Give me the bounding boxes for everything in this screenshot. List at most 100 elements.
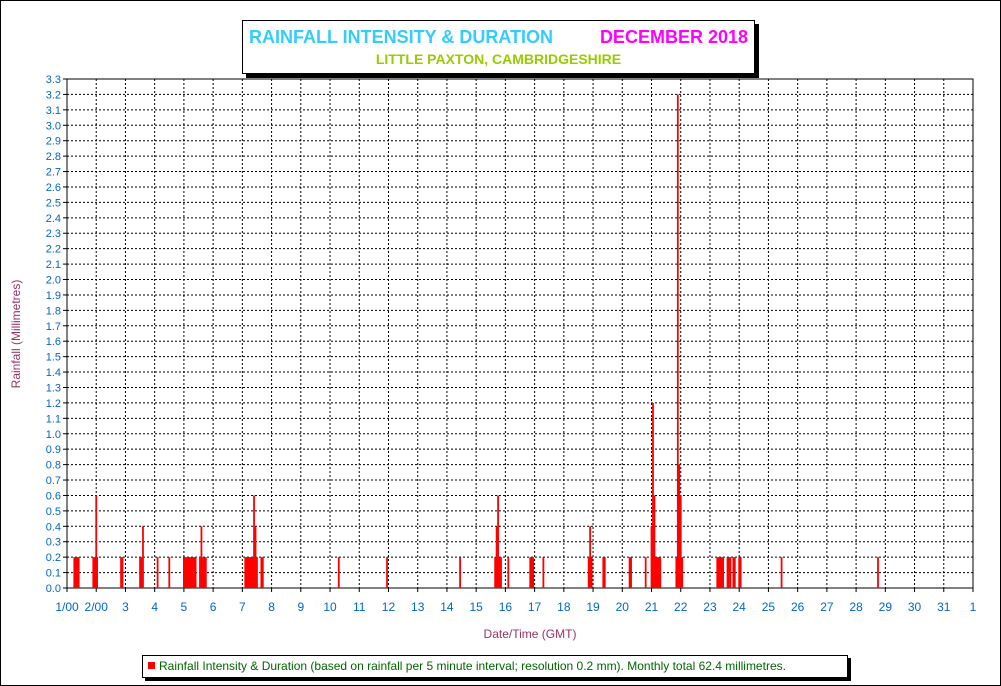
rain-bar [656,557,659,588]
chart-title-month: DECEMBER 2018 [599,27,748,47]
rain-bar [728,557,730,588]
y-tick-label: 1.9 [46,290,61,302]
y-tick-label: 1.6 [46,336,61,348]
legend-swatch [148,662,155,670]
rain-bar [542,557,545,588]
rain-bar [729,557,732,588]
rain-bar [530,557,533,588]
rain-bar [716,557,719,588]
y-tick-label: 0.0 [46,583,61,595]
rain-bar [185,557,188,588]
y-tick-label: 2.0 [46,275,61,287]
rain-bar [500,557,502,588]
rain-bar [498,557,501,588]
rain-bar [204,557,207,588]
y-tick-label: 1.2 [46,398,61,410]
y-tick-label: 1.3 [46,382,61,394]
rain-bar [260,557,263,588]
rain-bar [245,557,248,588]
rain-bar [497,495,499,588]
rain-bar [507,557,510,588]
x-tick-label: 16 [499,600,513,614]
y-tick-label: 0.8 [46,460,61,472]
x-tick-label: 25 [762,600,776,614]
x-tick-label: 29 [879,600,893,614]
rain-bar [739,557,742,588]
rain-bar [139,557,141,588]
rain-bar [156,557,159,588]
rain-bar [120,557,122,588]
y-axis-label: Rainfall (Millimetres) [9,280,23,389]
rain-bar [337,557,340,588]
rain-bar [602,557,605,588]
rain-bar [193,557,196,588]
rain-bar [251,557,254,588]
y-tick-label: 0.6 [46,490,61,502]
rain-bar [590,557,593,588]
rain-bar [187,557,190,588]
y-tick-label: 2.3 [46,228,61,240]
x-tick-label: 28 [849,600,863,614]
rain-bar [140,557,143,588]
y-tick-label: 2.5 [46,197,61,209]
y-tick-label: 1.4 [46,367,61,379]
rain-bar [650,526,653,588]
legend-label: Rainfall Intensity & Duration (based on … [159,659,786,673]
rain-bar [184,557,187,588]
rain-bar [386,557,388,588]
y-tick-label: 2.7 [46,167,61,179]
legend: Rainfall Intensity & Duration (based on … [142,655,848,678]
rain-bar [676,94,679,588]
x-tick-label: 23 [703,600,717,614]
y-tick-label: 1.1 [46,413,61,425]
x-tick-label: 3 [122,600,129,614]
rain-bar [738,557,741,588]
x-tick-label: 24 [733,600,747,614]
rain-bar [190,557,193,588]
rain-bar [717,557,720,588]
rain-bar [247,557,250,588]
x-tick-label: 27 [820,600,834,614]
rain-bar [726,557,729,588]
rain-bar [96,557,99,588]
y-tick-label: 3.3 [46,74,61,86]
y-tick-label: 2.8 [46,151,61,163]
chart-title: RAINFALL INTENSITY & DURATION [249,27,554,47]
x-tick-label: 9 [297,600,304,614]
rain-bar [261,557,264,588]
y-tick-label: 2.2 [46,244,61,256]
rain-bar [142,526,144,588]
y-tick-label: 0.5 [46,506,61,518]
rain-bar [603,557,606,588]
rain-bar [73,557,76,588]
rain-bar [679,495,682,588]
x-tick-label: 2/00 [85,600,109,614]
rain-bar [529,557,532,588]
rain-bar [77,557,80,588]
rain-bar [183,557,185,588]
x-tick-label: 7 [239,600,246,614]
x-tick-label: 6 [210,600,217,614]
rain-bar [244,557,247,588]
rain-bar [250,557,253,588]
rain-bar [188,557,191,588]
rain-bar [202,557,204,588]
chart-title-box: RAINFALL INTENSITY & DURATION DECEMBER 2… [242,20,755,74]
y-tick-label: 3.1 [46,105,61,117]
rain-bar [494,557,497,588]
x-tick-label: 11 [353,600,366,614]
rain-bar [253,495,255,588]
x-tick-label: 19 [586,600,600,614]
rain-bar [194,557,197,588]
rain-bar [256,557,258,588]
rain-bar [877,557,879,588]
y-tick-label: 1.8 [46,305,61,317]
rain-bar [199,557,201,588]
rain-bar [74,557,77,588]
rain-bar [254,526,257,588]
rain-bar [191,557,194,588]
x-tick-label: 22 [674,600,688,614]
rain-bar [722,557,725,588]
rain-bar [780,557,783,588]
